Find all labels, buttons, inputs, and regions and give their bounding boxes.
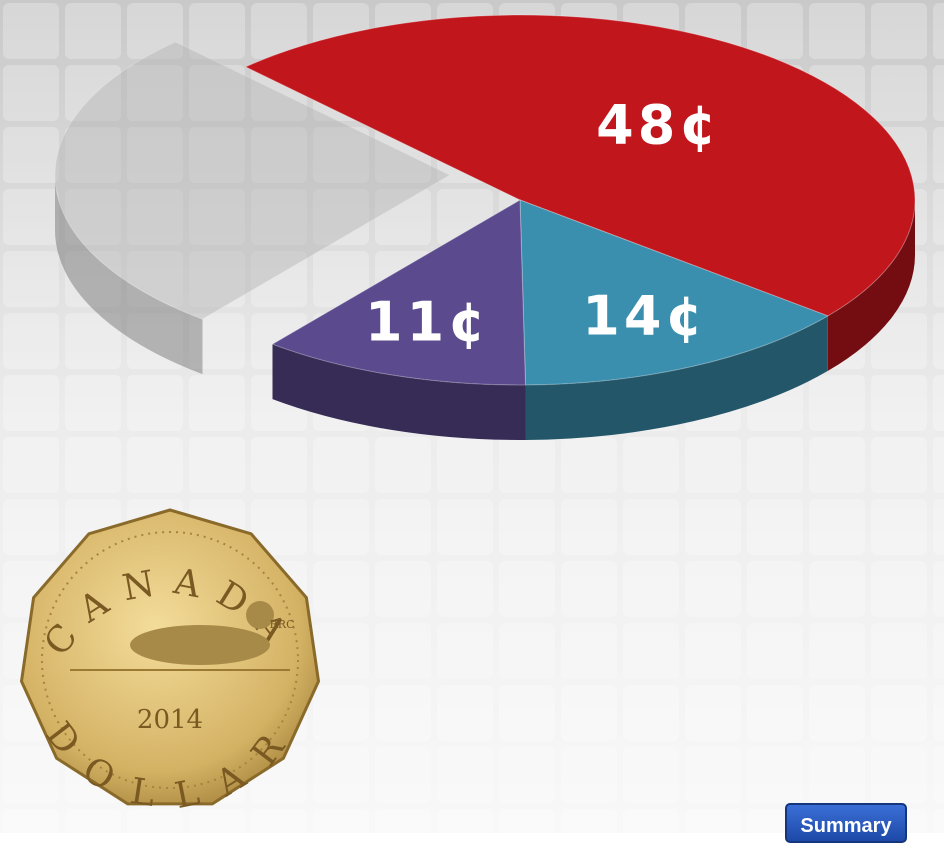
pie-slice xyxy=(271,199,527,386)
coin-loon-head xyxy=(246,601,274,629)
pie-slice-group xyxy=(54,41,452,375)
coin-year: 2014 xyxy=(137,705,203,735)
pie-slice-group xyxy=(244,14,916,371)
pie-slice xyxy=(244,14,916,317)
slice-label: 14¢ xyxy=(582,284,707,347)
coin-mint: RRC xyxy=(270,618,295,631)
pie-slice-side xyxy=(272,344,526,440)
pie-slice-side xyxy=(525,315,828,440)
coin-ring xyxy=(41,531,299,789)
coin: CANADA DOLLAR 2014 RRC xyxy=(19,508,321,817)
pie-slice xyxy=(519,199,829,386)
slice-label: 48¢ xyxy=(596,94,721,157)
pie-slice-group xyxy=(519,199,829,440)
pie-slice xyxy=(54,41,452,320)
summary-button[interactable]: Summary xyxy=(785,803,907,843)
pie-chart: 48¢ 14¢ 11¢ xyxy=(54,14,916,440)
pie-slice-side xyxy=(55,175,203,375)
slice-label: 11¢ xyxy=(365,291,490,354)
coin-loon xyxy=(130,625,270,665)
pie-slice-group xyxy=(271,199,527,440)
pie-slice-side xyxy=(827,200,915,371)
